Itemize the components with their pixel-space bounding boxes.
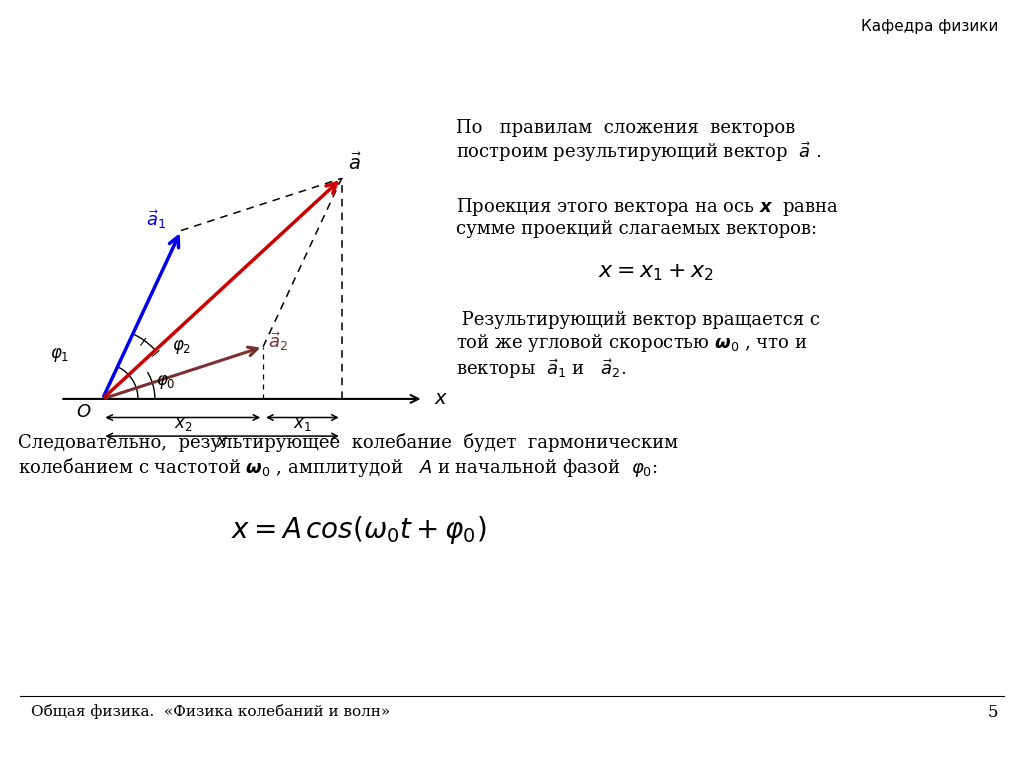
Text: $O$: $O$ [76, 403, 92, 421]
Text: Проекция этого вектора на ось $\boldsymbol{x}$  равна
сумме проекций слагаемых в: Проекция этого вектора на ось $\boldsymb… [456, 196, 839, 239]
Text: $\varphi_1$: $\varphi_1$ [50, 347, 70, 364]
Text: $x$: $x$ [216, 433, 228, 451]
Text: 5: 5 [988, 704, 998, 721]
Text: Общая физика.  «Физика колебаний и волн»: Общая физика. «Физика колебаний и волн» [31, 704, 390, 719]
Text: $x_2$: $x_2$ [173, 416, 193, 433]
Text: $\vec{a}_1$: $\vec{a}_1$ [145, 209, 166, 232]
Text: $\varphi_0$: $\varphi_0$ [156, 373, 175, 390]
Text: Кафедра физики: Кафедра физики [861, 19, 998, 35]
Text: По   правилам  сложения  векторов
построим результирующий вектор  $\vec{a}$ .: По правилам сложения векторов построим р… [456, 119, 821, 164]
Text: $\vec{a}$: $\vec{a}$ [347, 153, 361, 174]
Text: $x = A\,cos(\omega_0 t + \varphi_0)$: $x = A\,cos(\omega_0 t + \varphi_0)$ [230, 514, 486, 546]
Text: $x = x_1 + x_2$: $x = x_1 + x_2$ [598, 261, 713, 283]
Text: Следовательно,  результирующее  колебание  будет  гармоническим
колебанием с час: Следовательно, результирующее колебание … [18, 433, 679, 479]
Text: $x_1$: $x_1$ [293, 416, 311, 433]
Text: Сложение  гармонических колебаний.: Сложение гармонических колебаний. [99, 63, 566, 84]
Text: $x$: $x$ [433, 390, 447, 408]
Text: $\vec{a}_2$: $\vec{a}_2$ [268, 331, 288, 354]
Text: $\varphi_2$: $\varphi_2$ [172, 338, 190, 356]
Text: Результирующий вектор вращается с
той же угловой скоростью $\boldsymbol{\omega}_: Результирующий вектор вращается с той же… [456, 311, 819, 381]
